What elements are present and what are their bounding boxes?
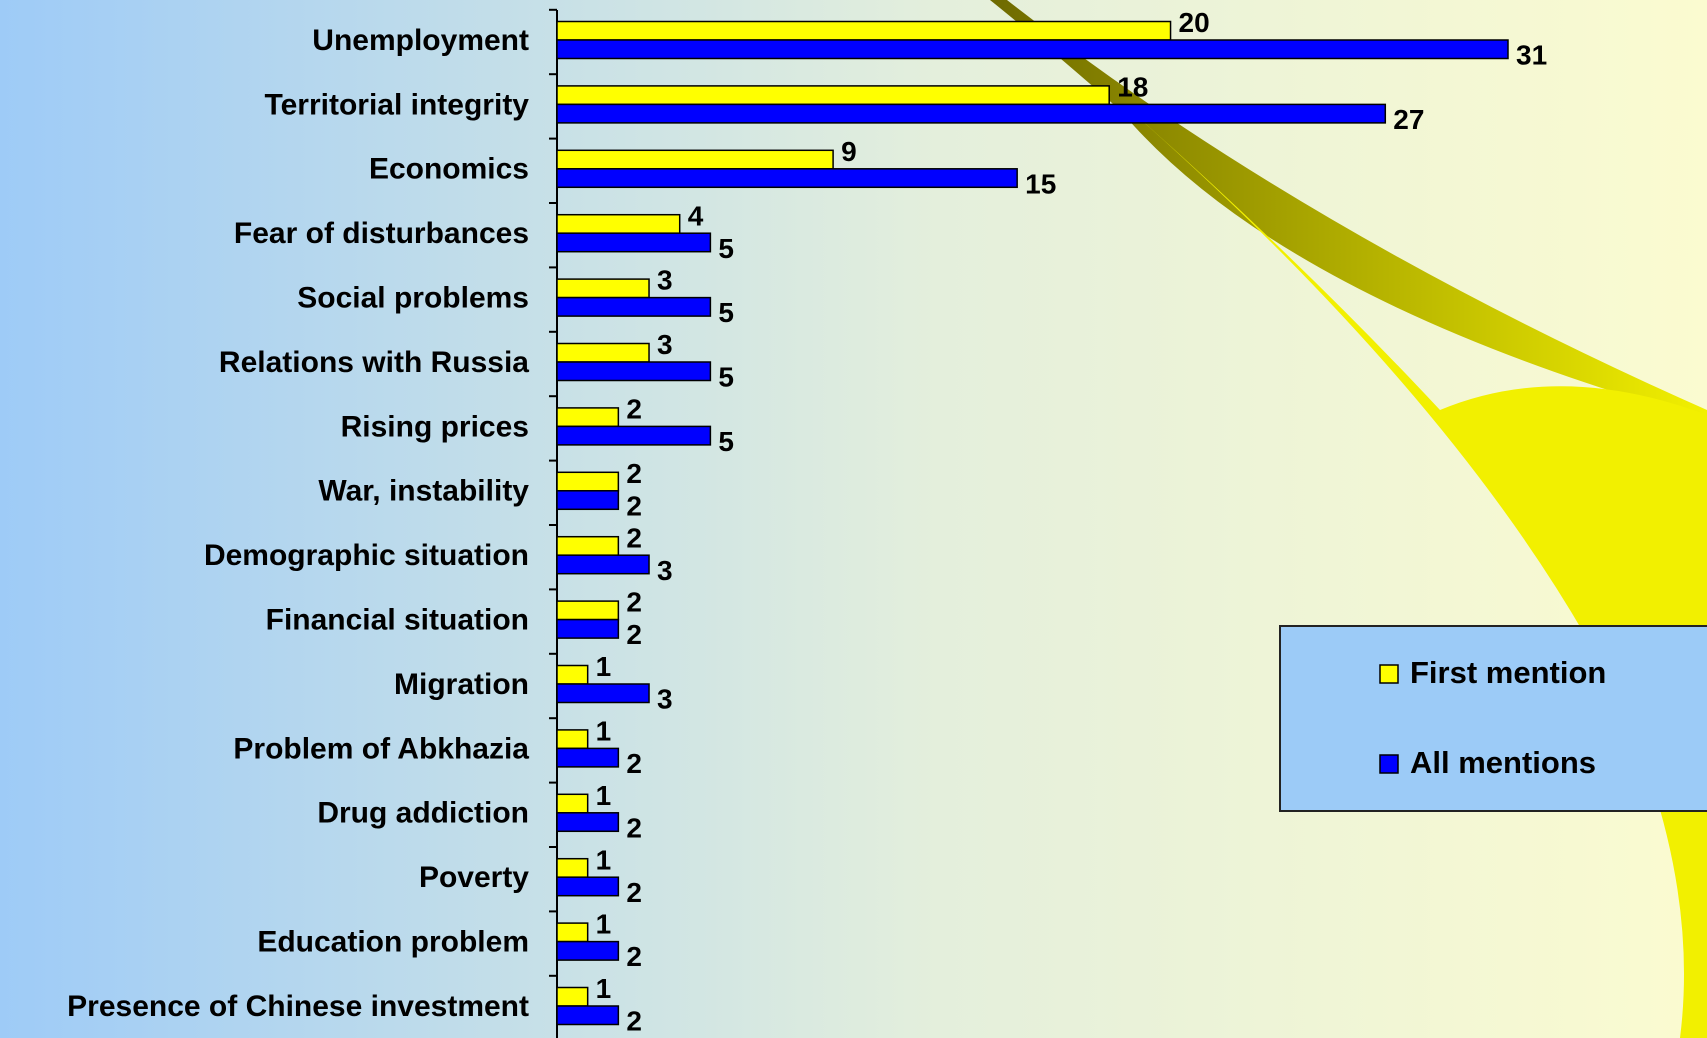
value-label: 2 [626, 458, 642, 489]
bar [556, 103, 1387, 124]
category-label: Migration [394, 668, 529, 701]
value-label: 1 [596, 844, 612, 875]
bar [556, 986, 589, 1007]
value-label: 5 [718, 233, 734, 264]
value-label: 3 [657, 684, 673, 715]
category-label: Rising prices [341, 410, 529, 443]
value-label: 9 [841, 136, 857, 167]
legend-swatch [1379, 664, 1399, 684]
bar [556, 407, 620, 428]
value-label: 2 [626, 522, 642, 553]
value-label: 2 [626, 394, 642, 425]
value-label: 1 [596, 909, 612, 940]
category-label: Drug addiction [317, 797, 529, 830]
bar [556, 213, 681, 234]
value-label: 1 [596, 651, 612, 682]
category-label: Education problem [257, 926, 529, 959]
value-label: 2 [626, 812, 642, 843]
category-label: Relations with Russia [219, 346, 529, 379]
bar [556, 149, 834, 170]
bar [556, 812, 620, 833]
value-label: 1 [596, 973, 612, 1004]
bar [556, 793, 589, 814]
bar [556, 85, 1110, 106]
bar [556, 1005, 620, 1026]
value-label: 5 [718, 362, 734, 393]
category-label: Financial situation [266, 604, 529, 637]
value-label: 2 [626, 748, 642, 779]
value-label: 3 [657, 329, 673, 360]
value-label: 5 [718, 297, 734, 328]
bar [556, 857, 589, 878]
bar [556, 554, 650, 575]
legend-label: First mention [1410, 655, 1606, 690]
category-label: Fear of disturbances [234, 217, 529, 250]
value-label: 31 [1516, 40, 1547, 71]
legend-swatch [1379, 754, 1399, 774]
decor-swoosh [1130, 110, 1707, 1038]
value-label: 20 [1179, 7, 1210, 38]
value-label: 2 [626, 941, 642, 972]
category-label: Demographic situation [204, 539, 529, 572]
value-label: 2 [626, 619, 642, 650]
value-label: 5 [718, 426, 734, 457]
value-label: 2 [626, 877, 642, 908]
value-label: 3 [657, 265, 673, 296]
bar [556, 342, 650, 363]
bar [556, 361, 712, 382]
category-label: Problem of Abkhazia [233, 732, 529, 765]
value-label: 2 [626, 1006, 642, 1037]
legend-label: All mentions [1410, 745, 1596, 780]
category-label: Economics [369, 153, 529, 186]
bar [556, 168, 1018, 189]
value-label: 3 [657, 555, 673, 586]
bar [556, 876, 620, 897]
bar [556, 618, 620, 639]
value-label: 4 [688, 200, 704, 231]
bar [556, 600, 620, 621]
category-label: Poverty [419, 861, 529, 894]
bar [556, 471, 620, 492]
bar [556, 490, 620, 511]
bar [556, 683, 650, 704]
category-label: Territorial integrity [265, 88, 530, 121]
bar [556, 747, 620, 768]
category-label: Presence of Chinese investment [67, 990, 529, 1023]
bar [556, 278, 650, 299]
bar [556, 922, 589, 943]
bar [556, 940, 620, 961]
bar [556, 39, 1509, 60]
value-label: 18 [1117, 72, 1148, 103]
value-label: 1 [596, 780, 612, 811]
value-label: 2 [626, 587, 642, 618]
legend-box [1279, 625, 1707, 812]
bar [556, 535, 620, 556]
value-label: 15 [1025, 168, 1056, 199]
bar [556, 729, 589, 750]
bar [556, 20, 1172, 41]
category-label: Social problems [297, 282, 529, 315]
category-label: War, instability [318, 475, 529, 508]
bar [556, 664, 589, 685]
value-label: 1 [596, 716, 612, 747]
bar [556, 232, 712, 253]
value-label: 2 [626, 490, 642, 521]
value-label: 27 [1393, 104, 1424, 135]
category-label: Unemployment [312, 24, 529, 57]
bar [556, 296, 712, 317]
bar [556, 425, 712, 446]
